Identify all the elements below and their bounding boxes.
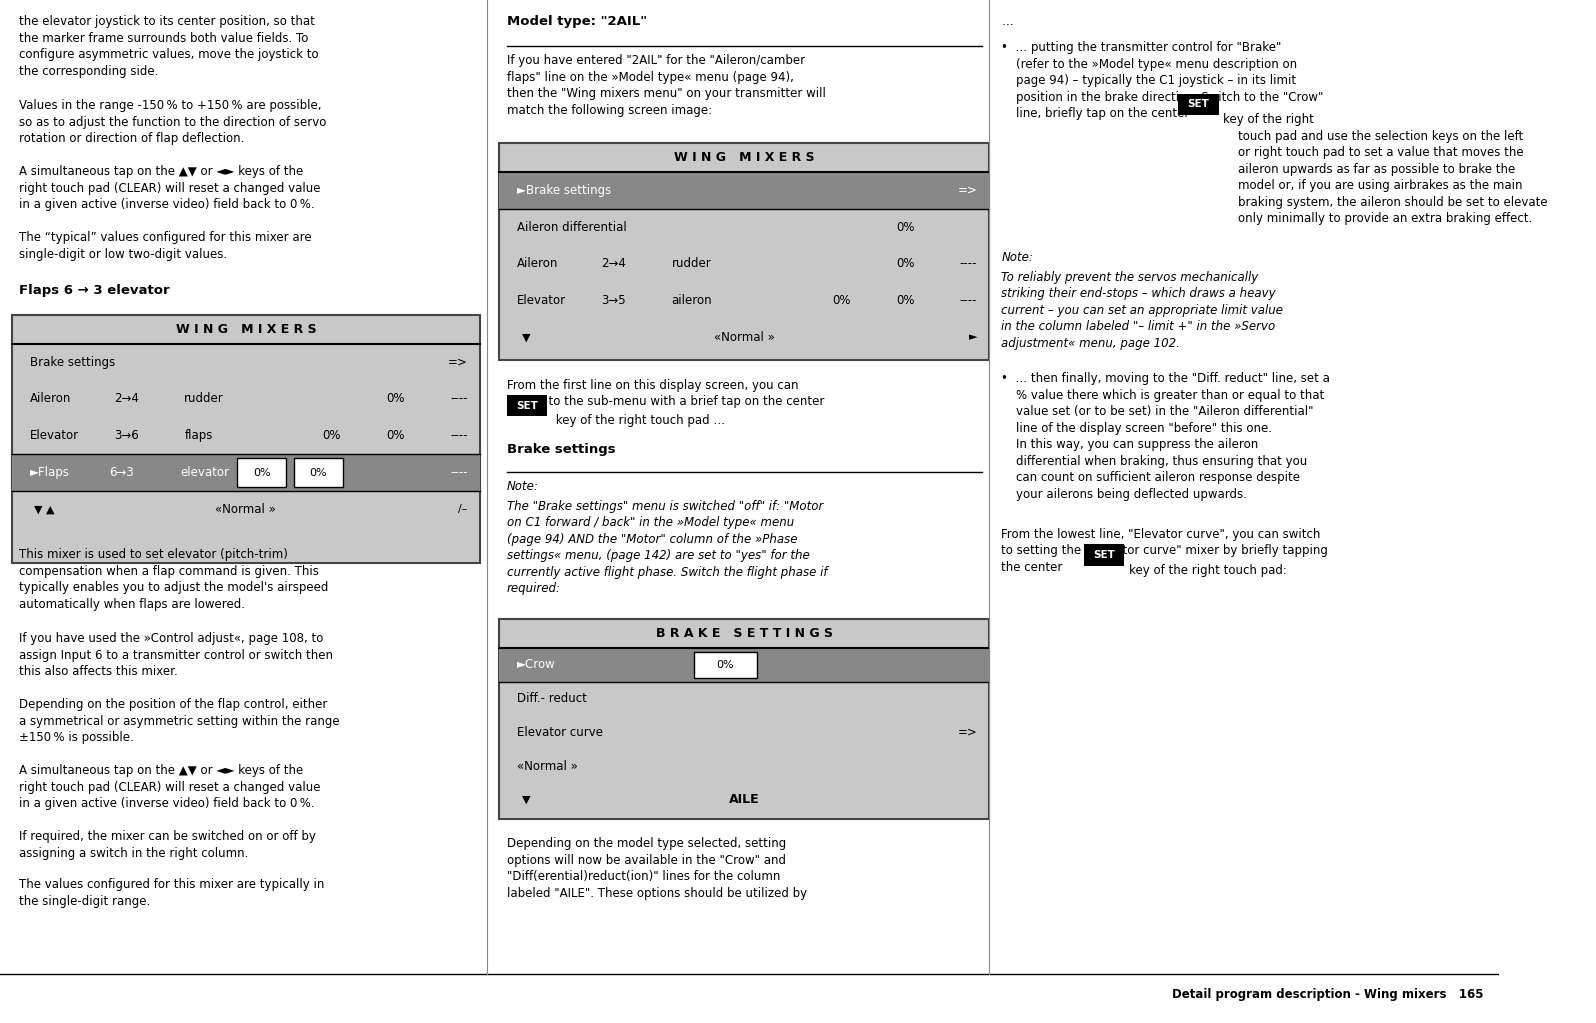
Text: •  … putting the transmitter control for "Brake"
    (refer to the »Model type« : • … putting the transmitter control for … (1001, 41, 1323, 121)
Text: Detail program description - Wing mixers   165: Detail program description - Wing mixers… (1173, 988, 1484, 1000)
Text: To reliably prevent the servos mechanically
striking their end-stops – which dra: To reliably prevent the servos mechanica… (1001, 271, 1283, 350)
Text: 0%: 0% (310, 468, 327, 478)
Text: ►Brake settings: ►Brake settings (517, 184, 611, 196)
Text: flaps: flaps (185, 430, 212, 442)
Text: elevator: elevator (180, 466, 228, 479)
Text: 0%: 0% (832, 295, 851, 307)
Text: ▼: ▼ (522, 332, 530, 343)
Text: Note:: Note: (506, 480, 538, 493)
Text: /–: /– (458, 504, 468, 515)
Text: 0%: 0% (386, 430, 405, 442)
Text: ----: ---- (450, 466, 468, 479)
Text: 0%: 0% (252, 468, 270, 478)
Text: B R A K E   S E T T I N G S: B R A K E S E T T I N G S (656, 627, 833, 640)
Text: If you have used the »Control adjust«, page 108, to
assign Input 6 to a transmit: If you have used the »Control adjust«, p… (19, 632, 334, 678)
Text: 0%: 0% (717, 660, 734, 670)
Text: The values configured for this mixer are typically in
the single-digit range.: The values configured for this mixer are… (19, 879, 326, 907)
Text: 0%: 0% (322, 430, 342, 442)
Bar (694, 653, 757, 678)
Text: Brake settings: Brake settings (506, 443, 616, 456)
Text: From the first line on this display screen, you can
switch to the sub-menu with : From the first line on this display scre… (506, 379, 824, 408)
Bar (500, 172, 990, 209)
Text: Diff.- reduct: Diff.- reduct (517, 693, 587, 705)
Text: 0%: 0% (897, 295, 915, 307)
Text: «Normal »: «Normal » (713, 331, 774, 344)
Bar (500, 649, 990, 682)
Text: 3→6: 3→6 (113, 430, 139, 442)
Text: 0%: 0% (897, 258, 915, 270)
Text: Brake settings: Brake settings (30, 356, 115, 368)
Bar (294, 458, 343, 487)
Text: key of the right touch pad …: key of the right touch pad … (552, 414, 725, 428)
Bar (500, 143, 990, 360)
Text: ▼: ▼ (522, 795, 530, 805)
Text: Aileron: Aileron (517, 258, 559, 270)
Text: AILE: AILE (729, 794, 760, 806)
Text: Depending on the position of the flap control, either
a symmetrical or asymmetri: Depending on the position of the flap co… (19, 699, 340, 744)
Bar (1178, 94, 1219, 116)
Bar (506, 395, 547, 416)
Text: Flaps 6 → 3 elevator: Flaps 6 → 3 elevator (19, 284, 171, 298)
Text: 3→5: 3→5 (602, 295, 626, 307)
Text: =>: => (958, 184, 977, 196)
Text: ----: ---- (450, 393, 468, 405)
Text: the elevator joystick to its center position, so that
the marker frame surrounds: the elevator joystick to its center posi… (19, 15, 319, 78)
Text: A simultaneous tap on the ▲▼ or ◄► keys of the
right touch pad (CLEAR) will rese: A simultaneous tap on the ▲▼ or ◄► keys … (19, 764, 321, 810)
Text: Elevator curve: Elevator curve (517, 726, 603, 739)
Text: Aileron: Aileron (30, 393, 72, 405)
Text: aileron: aileron (672, 295, 712, 307)
Text: ----: ---- (450, 430, 468, 442)
Bar (1084, 544, 1124, 566)
Text: Values in the range -150 % to +150 % are possible,
so as to adjust the function : Values in the range -150 % to +150 % are… (19, 99, 327, 145)
Text: From the lowest line, "Elevator curve", you can switch
to setting the "Elevator : From the lowest line, "Elevator curve", … (1001, 528, 1328, 574)
Text: ►Crow: ►Crow (517, 659, 555, 671)
Text: Model type: "2AIL": Model type: "2AIL" (506, 15, 646, 29)
Text: W I N G   M I X E R S: W I N G M I X E R S (674, 151, 814, 164)
Text: ►Flaps: ►Flaps (30, 466, 70, 479)
Bar (236, 458, 286, 487)
Text: Elevator: Elevator (517, 295, 567, 307)
Text: •  … then finally, moving to the "Diff. reduct" line, set a
    % value there wh: • … then finally, moving to the "Diff. r… (1001, 372, 1329, 501)
Text: …: … (1001, 15, 1013, 29)
Text: ►: ► (969, 332, 977, 343)
Bar (13, 315, 480, 563)
Text: ----: ---- (959, 258, 977, 270)
Text: «Normal »: «Normal » (215, 503, 276, 516)
Text: «Normal »: «Normal » (517, 760, 578, 772)
Text: 0%: 0% (897, 221, 915, 233)
Text: key of the right touch pad:: key of the right touch pad: (1128, 564, 1286, 577)
Text: rudder: rudder (185, 393, 223, 405)
Text: =>: => (958, 726, 977, 739)
Text: If required, the mixer can be switched on or off by
assigning a switch in the ri: If required, the mixer can be switched o… (19, 831, 316, 859)
Text: SET: SET (1187, 99, 1210, 109)
Text: Depending on the model type selected, setting
options will now be available in t: Depending on the model type selected, se… (506, 838, 806, 900)
Text: The “typical” values configured for this mixer are
single-digit or low two-digit: The “typical” values configured for this… (19, 231, 313, 261)
Text: 2→4: 2→4 (113, 393, 139, 405)
Text: ▼ ▲: ▼ ▲ (35, 504, 54, 515)
Bar (500, 620, 990, 819)
Text: The "Brake settings" menu is switched "off" if: "Motor
on C1 forward / back" in : The "Brake settings" menu is switched "o… (506, 500, 827, 595)
Text: =>: => (448, 356, 468, 368)
Text: SET: SET (516, 401, 538, 410)
Text: This mixer is used to set elevator (pitch-trim)
compensation when a flap command: This mixer is used to set elevator (pitc… (19, 548, 329, 611)
Text: key of the right
    touch pad and use the selection keys on the left
    or rig: key of the right touch pad and use the s… (1223, 114, 1548, 225)
Text: 0%: 0% (386, 393, 405, 405)
Text: 2→4: 2→4 (602, 258, 626, 270)
Text: SET: SET (1093, 550, 1116, 560)
Text: Aileron differential: Aileron differential (517, 221, 627, 233)
Text: 6→3: 6→3 (110, 466, 134, 479)
Text: ----: ---- (959, 295, 977, 307)
Text: Elevator: Elevator (30, 430, 80, 442)
Text: rudder: rudder (672, 258, 712, 270)
Bar (13, 454, 480, 491)
Text: W I N G   M I X E R S: W I N G M I X E R S (176, 323, 316, 336)
Text: Note:: Note: (1001, 251, 1033, 264)
Text: A simultaneous tap on the ▲▼ or ◄► keys of the
right touch pad (CLEAR) will rese: A simultaneous tap on the ▲▼ or ◄► keys … (19, 165, 321, 211)
Text: If you have entered "2AIL" for the "Aileron/camber
flaps" line on the »Model typ: If you have entered "2AIL" for the "Aile… (506, 54, 825, 117)
